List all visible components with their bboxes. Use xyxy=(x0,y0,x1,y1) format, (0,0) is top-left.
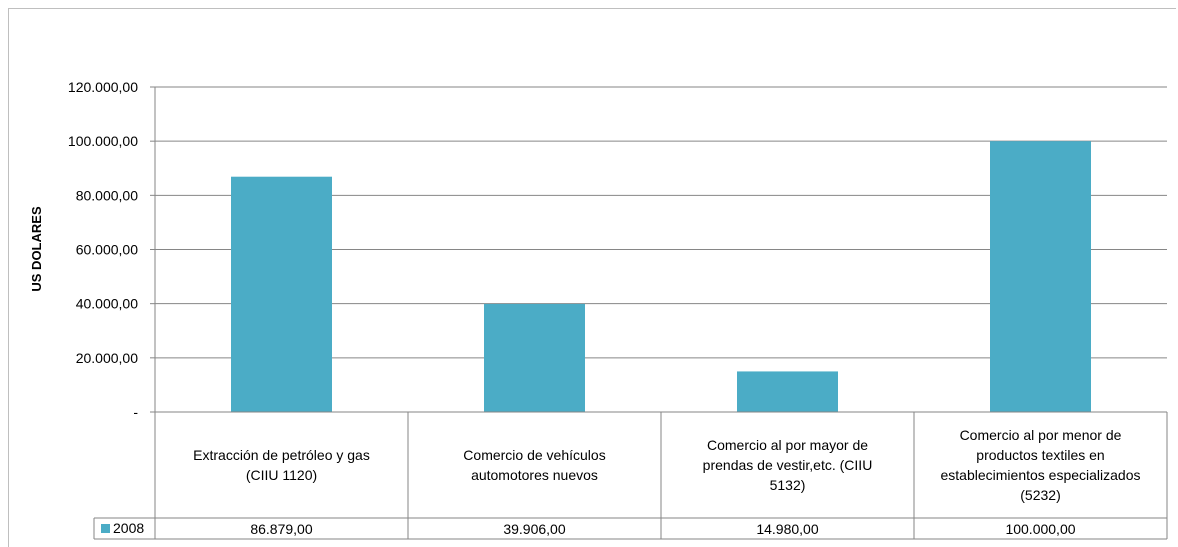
y-tick-label: 60.000,00 xyxy=(76,242,138,258)
y-axis-label: US DOLARES xyxy=(29,206,44,292)
chart-frame xyxy=(8,8,1176,547)
category-label: Comercio de vehículos xyxy=(463,447,605,463)
y-tick-label: 100.000,00 xyxy=(68,133,138,149)
data-table-value: 100.000,00 xyxy=(1005,521,1075,537)
category-label: (5232) xyxy=(1020,487,1060,503)
data-table-value: 39.906,00 xyxy=(503,521,565,537)
category-label: prendas de vestir,etc. (CIIU xyxy=(703,457,873,473)
legend-swatch xyxy=(101,524,110,533)
bar xyxy=(990,141,1091,412)
y-tick-label: - xyxy=(133,404,138,420)
y-tick-label: 20.000,00 xyxy=(76,350,138,366)
y-tick-label: 120.000,00 xyxy=(68,79,138,95)
legend-label: 2008 xyxy=(113,520,144,536)
data-table-value: 86.879,00 xyxy=(250,521,312,537)
category-label: Comercio al por mayor de xyxy=(707,437,868,453)
data-table-value: 14.980,00 xyxy=(756,521,818,537)
bar xyxy=(484,303,585,412)
category-label: productos textiles en xyxy=(976,447,1104,463)
category-label: Extracción de petróleo y gas xyxy=(193,447,370,463)
category-label: establecimientos especializados xyxy=(941,467,1141,483)
y-tick-label: 80.000,00 xyxy=(76,187,138,203)
category-label: automotores nuevos xyxy=(471,467,598,483)
y-tick-label: 40.000,00 xyxy=(76,296,138,312)
category-label: Comercio al por menor de xyxy=(960,427,1122,443)
category-label: (CIIU 1120) xyxy=(246,467,317,483)
bar xyxy=(737,371,838,412)
bar xyxy=(231,176,332,412)
category-label: 5132) xyxy=(770,477,806,493)
